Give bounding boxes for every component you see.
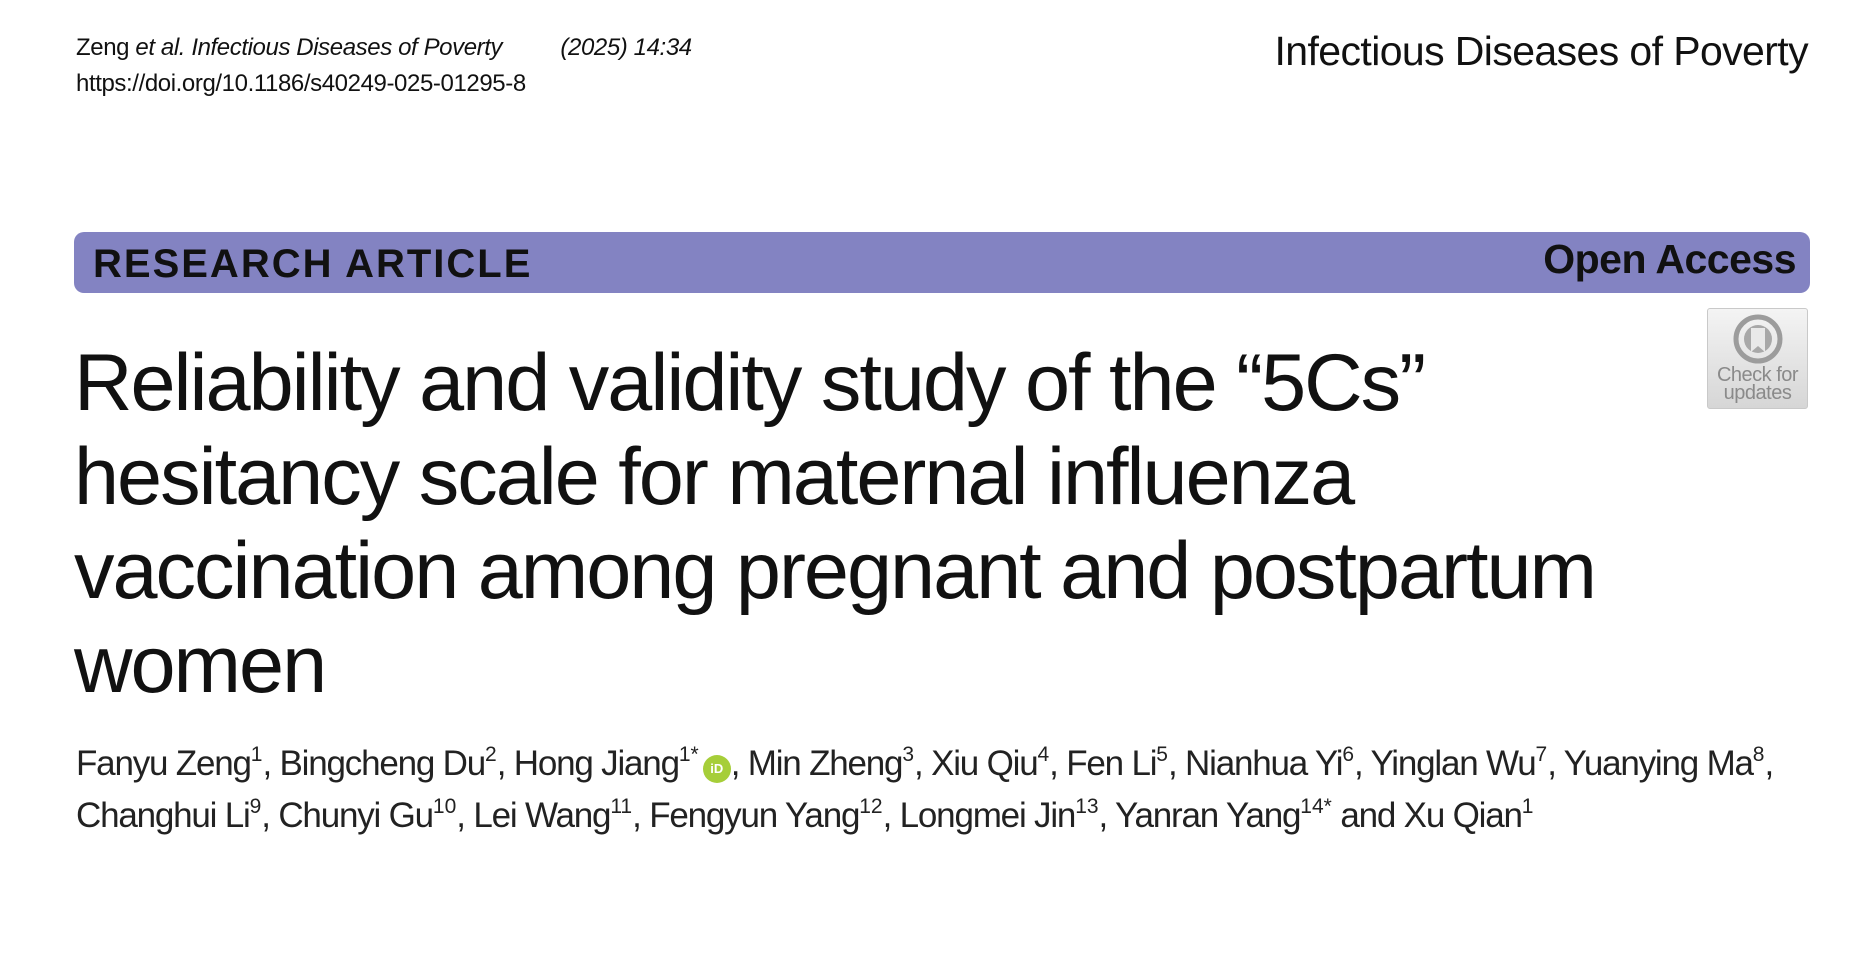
author-separator: , <box>496 744 514 783</box>
citation-journal: Infectious Diseases of Poverty <box>191 34 503 61</box>
author-affiliation: 10 <box>432 795 457 818</box>
orcid-icon[interactable]: iD <box>702 755 731 783</box>
citation-year-volume: (2025) 14:34 <box>560 34 692 61</box>
author-name[interactable]: Longmei Jin <box>899 796 1077 835</box>
author-affiliation: 1 <box>1521 795 1534 818</box>
article-type-label: RESEARCH ARTICLE <box>93 242 533 286</box>
author-affiliation: 1 <box>250 743 263 766</box>
journal-name: Infectious Diseases of Poverty <box>1274 28 1809 74</box>
author-list: Fanyu Zeng1, Bingcheng Du2, Hong Jiang1*… <box>76 738 1816 842</box>
author-name[interactable]: Hong Jiang <box>513 744 680 783</box>
author-affiliation: 4 <box>1037 743 1050 766</box>
citation-author: Zeng <box>76 34 130 61</box>
check-for-updates-button[interactable]: Check for updates <box>1707 308 1808 409</box>
author-name[interactable]: Changhui Li <box>76 796 251 835</box>
author-separator: , <box>262 744 280 783</box>
crossmark-icon <box>1733 314 1783 364</box>
author-name[interactable]: Lei Wang <box>473 796 611 835</box>
title-line: vaccination among pregnant and postpartu… <box>74 526 1597 616</box>
open-access-label: Open Access <box>1543 236 1796 282</box>
author-separator: , <box>632 796 650 835</box>
author-separator: , <box>1167 744 1186 783</box>
author-affiliation: 13 <box>1075 795 1099 818</box>
author-affiliation: 7 <box>1535 743 1548 766</box>
title-line: Reliability and validity study of the “5… <box>74 338 1426 428</box>
check-for-updates-label: Check for updates <box>1716 364 1799 404</box>
article-title: Reliability and validity study of the “5… <box>74 336 1714 712</box>
author-name[interactable]: Bingcheng Du <box>279 744 487 783</box>
article-type-banner: RESEARCH ARTICLE Open Access <box>74 232 1810 293</box>
author-name[interactable]: Xu Qian <box>1403 796 1523 835</box>
author-affiliation: 6 <box>1342 743 1355 766</box>
author-separator: , <box>1547 744 1564 783</box>
author-separator: , <box>1764 744 1774 783</box>
author-name[interactable]: Fanyu Zeng <box>76 744 252 783</box>
title-line: women <box>74 620 327 710</box>
citation-header: Zeng et al. Infectious Diseases of Pover… <box>76 30 692 102</box>
author-affiliation: 9 <box>249 795 262 818</box>
author-separator: , <box>261 796 279 835</box>
title-line: hesitancy scale for maternal influenza <box>74 432 1355 522</box>
citation-line: Zeng et al. Infectious Diseases of Pover… <box>76 30 692 66</box>
author-affiliation: 14* <box>1300 795 1332 818</box>
author-affiliation: 3 <box>902 743 915 766</box>
author-name[interactable]: Chunyi Gu <box>278 796 434 835</box>
author-name[interactable]: Yanran Yang <box>1114 796 1302 835</box>
author-separator: , <box>914 744 932 783</box>
author-name[interactable]: Fengyun Yang <box>649 796 860 835</box>
author-name[interactable]: Yinglan Wu <box>1370 744 1536 783</box>
author-affiliation: 12 <box>859 795 883 818</box>
citation-et-al: et al. <box>135 34 186 61</box>
doi-link[interactable]: https://doi.org/10.1186/s40249-025-01295… <box>76 70 526 97</box>
author-affiliation: 1* <box>678 743 699 766</box>
author-name[interactable]: Fen Li <box>1066 744 1157 783</box>
author-affiliation: 11 <box>610 795 633 818</box>
author-separator: , <box>1049 744 1067 783</box>
author-affiliation: 2 <box>485 743 497 766</box>
author-affiliation: 5 <box>1156 743 1168 766</box>
author-separator: , <box>1098 796 1115 835</box>
author-name[interactable]: Nianhua Yi <box>1185 744 1343 783</box>
author-name[interactable]: Xiu Qiu <box>931 744 1039 783</box>
author-separator: and <box>1331 796 1404 835</box>
author-separator: , <box>882 796 900 835</box>
author-name[interactable]: Min Zheng <box>747 744 904 783</box>
author-separator: , <box>456 796 474 835</box>
author-separator: , <box>1354 744 1371 783</box>
author-separator: , <box>730 744 748 783</box>
author-name[interactable]: Yuanying Ma <box>1563 744 1754 783</box>
author-affiliation: 8 <box>1752 743 1765 766</box>
